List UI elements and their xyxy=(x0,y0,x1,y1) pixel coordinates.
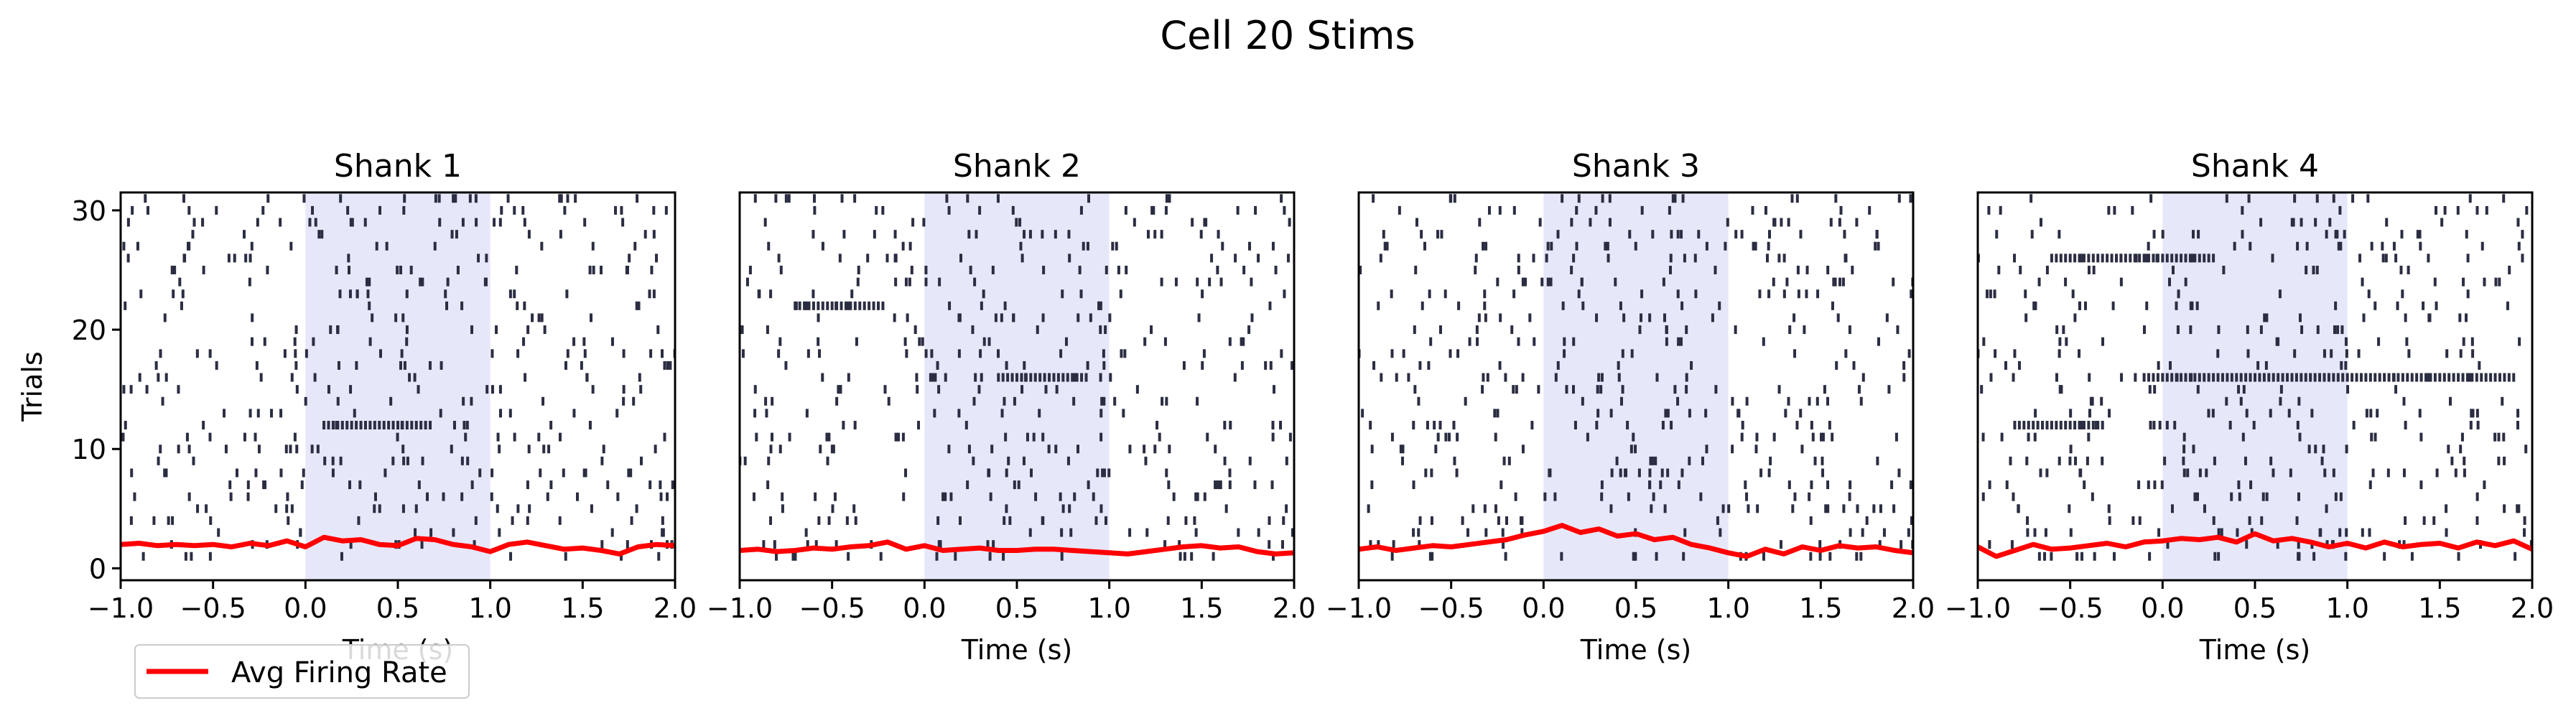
panel-4: −1.0 −0.5 0.0 0.5 1.0 1.5 2.0 Shank 4 Time (s) xyxy=(1945,148,2554,666)
panels: −1.0 −0.5 0.0 0.5 1.0 1.5 2.0 0 10 20 30 Shank 1 Tim… xyxy=(17,148,2554,666)
avg-firing-rate-line xyxy=(121,534,675,557)
y-tick-label: 10 xyxy=(72,434,106,465)
x-tick-label: 0.5 xyxy=(2233,592,2277,624)
panel-title: Shank 4 xyxy=(2191,148,2319,185)
x-axis-label: Time (s) xyxy=(1580,634,1692,666)
x-tick-label: −0.5 xyxy=(1418,592,1484,624)
avg-firing-rate-line xyxy=(1359,523,1913,559)
y-tick-label: 30 xyxy=(72,195,106,227)
legend-label: Avg Firing Rate xyxy=(231,656,447,689)
x-tick-label: 1.5 xyxy=(2418,592,2461,624)
x-tick-label: 1.0 xyxy=(1087,592,1130,624)
avg-firing-rate-line xyxy=(1978,531,2532,559)
stim-window-shade xyxy=(924,192,1110,580)
legend-box xyxy=(134,644,470,699)
x-tick-label: 0.5 xyxy=(995,592,1038,624)
spike-raster xyxy=(1978,194,2532,561)
x-tick-label: −0.5 xyxy=(180,592,246,624)
y-axis-label: Trials xyxy=(17,351,48,422)
x-tick-label: 0.5 xyxy=(376,592,419,624)
stim-window-shade xyxy=(1543,192,1729,580)
panel-title: Shank 3 xyxy=(1572,148,1700,185)
x-tick-label: −1.0 xyxy=(707,592,773,624)
x-tick-label: −0.5 xyxy=(2037,592,2103,624)
x-tick-label: 1.5 xyxy=(561,592,604,624)
x-tick-label: 0.5 xyxy=(1614,592,1657,624)
x-tick-label: 0.0 xyxy=(2141,592,2184,624)
legend: Avg Firing Rate xyxy=(134,644,470,699)
x-tick-label: 2.0 xyxy=(1273,592,1316,624)
panel-3: −1.0 −0.5 0.0 0.5 1.0 1.5 2.0 Shank 3 Time (s) xyxy=(1326,148,1935,666)
avg-firing-rate-line xyxy=(740,539,1294,557)
spike-raster xyxy=(1359,194,1913,561)
stim-window-shade xyxy=(305,192,490,580)
x-tick-label: −1.0 xyxy=(88,592,154,624)
x-tick-label: 1.0 xyxy=(2325,592,2368,624)
panel-title: Shank 2 xyxy=(953,148,1081,185)
y-tick-label: 20 xyxy=(72,315,106,346)
x-tick-label: 1.5 xyxy=(1180,592,1223,624)
stim-window-shade xyxy=(2162,192,2348,580)
x-tick-label: 0.0 xyxy=(903,592,946,624)
y-tick-label: 0 xyxy=(89,553,106,585)
x-tick-label: 2.0 xyxy=(1892,592,1935,624)
panel-2: −1.0 −0.5 0.0 0.5 1.0 1.5 2.0 Shank 2 Time (s) xyxy=(707,148,1316,666)
x-tick-label: −1.0 xyxy=(1326,592,1392,624)
x-tick-label: 1.5 xyxy=(1799,592,1842,624)
x-tick-label: 0.0 xyxy=(284,592,327,624)
x-tick-label: 1.0 xyxy=(468,592,511,624)
x-tick-label: 0.0 xyxy=(1522,592,1565,624)
spike-raster xyxy=(740,194,1294,561)
panel-title: Shank 1 xyxy=(334,148,462,185)
x-tick-label: −0.5 xyxy=(799,592,865,624)
x-tick-label: −1.0 xyxy=(1945,592,2011,624)
x-tick-label: 2.0 xyxy=(2511,592,2554,624)
x-tick-label: 1.0 xyxy=(1706,592,1749,624)
x-axis-label: Time (s) xyxy=(961,634,1073,666)
x-axis-label: Time (s) xyxy=(2199,634,2311,666)
figure-suptitle: Cell 20 Stims xyxy=(1160,13,1415,58)
x-tick-label: 2.0 xyxy=(654,592,697,624)
